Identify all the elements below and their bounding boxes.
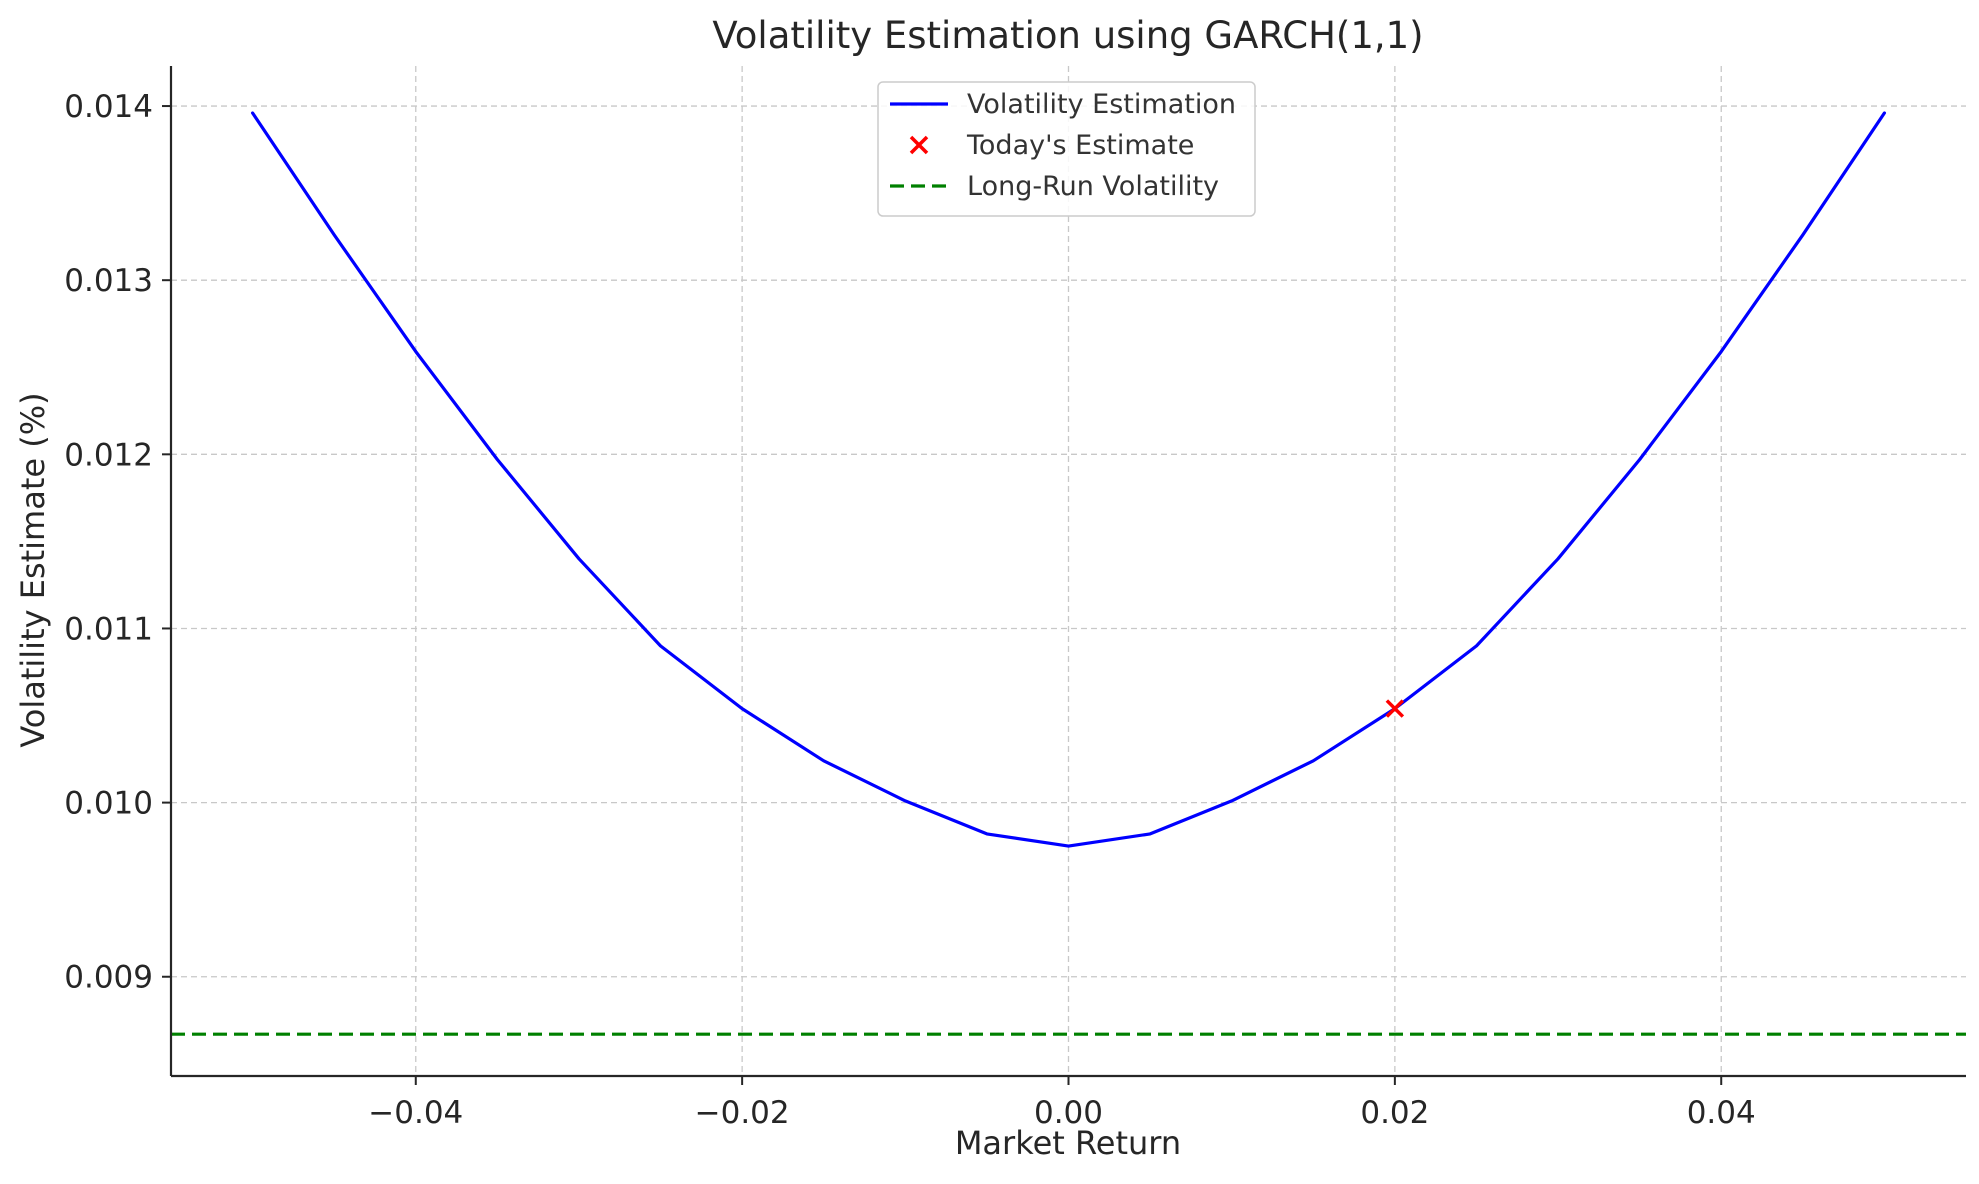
legend-entry-label: Volatility Estimation: [967, 89, 1236, 120]
legend-swatch-marker: [909, 135, 929, 155]
legend-box: [877, 81, 1256, 217]
todays-estimate-marker: [1385, 699, 1405, 718]
y-tick-label: 0.011: [64, 611, 153, 647]
y-axis-label: Volatility Estimate (%): [14, 392, 52, 747]
series-line-volatility-estimation: [251, 111, 1887, 848]
marker-stroke: [1385, 699, 1405, 718]
y-tick-label: 0.014: [64, 89, 153, 125]
x-axis-label: Market Return: [955, 1124, 1181, 1162]
legend-entry-label: Long-Run Volatility: [967, 171, 1219, 202]
x-tick-label: −0.04: [368, 1095, 463, 1131]
x-tick-label: −0.02: [695, 1095, 790, 1131]
chart-title: Volatility Estimation using GARCH(1,1): [712, 14, 1423, 57]
axes-layer: −0.04 −0.02 0.00 0.02 0.04 0.009 0.010 0.011 0.0…: [64, 66, 1966, 1131]
grid-layer: [171, 66, 1966, 1076]
legend: Volatility Estimation Today's Estimate Lon…: [877, 81, 1256, 217]
y-tick-label: 0.009: [64, 960, 153, 996]
y-tick-label: 0.010: [64, 786, 153, 822]
y-tick-label: 0.012: [64, 437, 153, 473]
legend-entry-label: Today's Estimate: [966, 130, 1194, 161]
x-tick-label: 0.00: [1034, 1095, 1103, 1131]
x-tick-label: 0.04: [1687, 1095, 1756, 1131]
y-tick-label: 0.013: [64, 263, 153, 299]
x-tick-label: 0.02: [1360, 1095, 1429, 1131]
data-layer: [171, 111, 1966, 1036]
